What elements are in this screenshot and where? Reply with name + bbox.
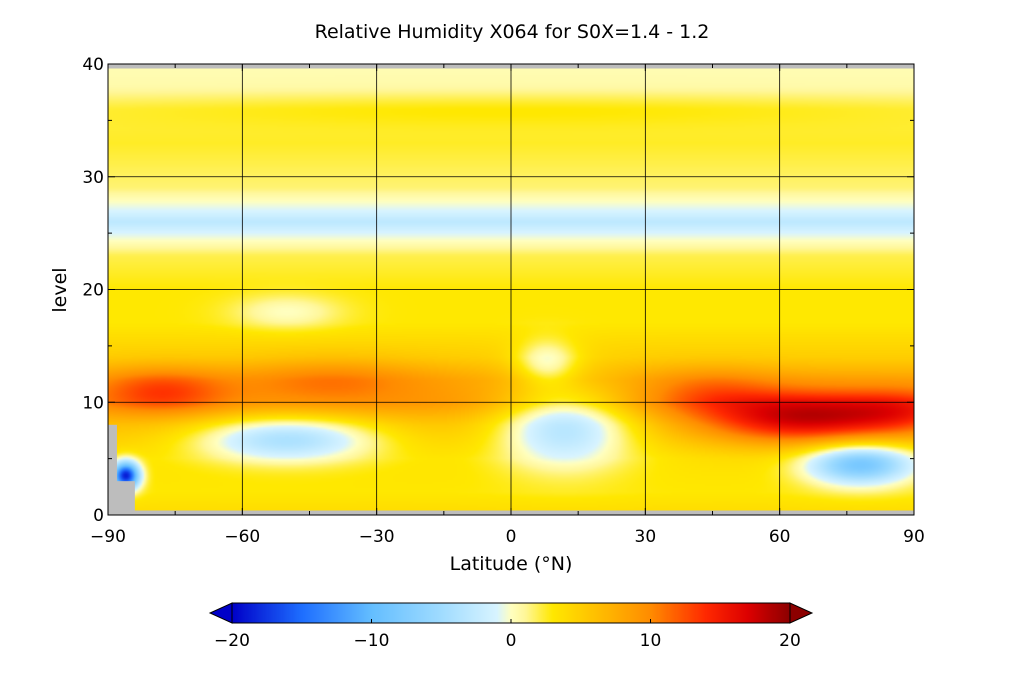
y-tick-label: 0	[93, 506, 104, 526]
x-tick-label: 0	[506, 527, 517, 547]
x-tick-label: −30	[359, 527, 395, 547]
y-tick-label: 40	[82, 55, 104, 75]
y-axis-ticks: 0 10 20 30 40	[82, 55, 914, 526]
colorbar-tick-label: −20	[214, 631, 250, 651]
colorbar-extend-high-arrow	[789, 602, 814, 624]
x-tick-label: −60	[224, 527, 260, 547]
x-axis-label: Latitude (°N)	[450, 553, 573, 575]
colorbar-gradient	[232, 603, 790, 623]
colorbar-tick-label: −10	[354, 631, 390, 651]
x-tick-label: 90	[903, 527, 925, 547]
colorbar: −20 −10 0 10 20	[208, 602, 814, 651]
missing-data-region	[108, 481, 135, 515]
y-tick-label: 20	[82, 281, 104, 301]
x-tick-label: 60	[769, 527, 791, 547]
colorbar-tick-label: 20	[779, 631, 801, 651]
y-tick-label: 30	[82, 168, 104, 188]
missing-data-region	[108, 424, 117, 515]
chart-title: Relative Humidity X064 for S0X=1.4 - 1.2	[315, 21, 710, 43]
x-axis-ticks: −90 −60 −30 0 30 60 90	[90, 64, 925, 547]
colorbar-ticks: −20 −10 0 10 20	[214, 619, 801, 651]
colorbar-tick-label: 0	[506, 631, 517, 651]
plot-area: −90 −60 −30 0 30 60 90 0 10 20 30 40	[82, 55, 924, 547]
x-tick-label: −90	[90, 527, 126, 547]
y-tick-label: 10	[82, 393, 104, 413]
grid-lines	[108, 64, 914, 515]
colorbar-tick-label: 10	[640, 631, 662, 651]
y-axis-label: level	[49, 267, 71, 312]
x-tick-label: 30	[635, 527, 657, 547]
colorbar-extend-low-arrow	[208, 602, 233, 624]
